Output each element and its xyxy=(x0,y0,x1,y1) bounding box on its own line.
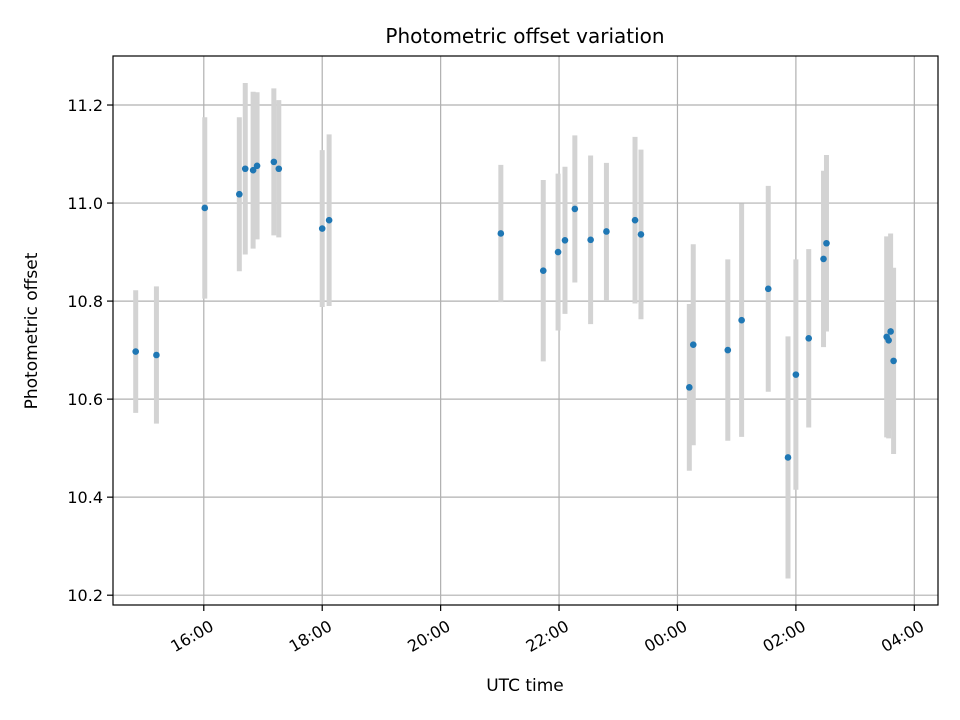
data-point xyxy=(805,335,813,342)
data-point xyxy=(887,328,894,335)
y-tick-label: 10.4 xyxy=(67,488,103,507)
data-point xyxy=(792,371,800,378)
data-point xyxy=(253,162,261,170)
data-point xyxy=(275,165,283,173)
data-point xyxy=(724,346,732,354)
data-point xyxy=(637,231,645,238)
data-point xyxy=(689,341,697,349)
data-points xyxy=(132,158,897,461)
data-point xyxy=(631,216,639,224)
y-tick-label: 11.0 xyxy=(67,194,103,213)
data-point xyxy=(820,255,827,263)
data-point xyxy=(603,228,610,235)
chart-title: Photometric offset variation xyxy=(385,24,664,48)
data-point xyxy=(561,237,569,244)
data-point xyxy=(270,158,278,166)
data-point xyxy=(890,357,897,365)
grid xyxy=(113,56,938,605)
data-point xyxy=(686,384,693,391)
data-point xyxy=(249,166,257,174)
y-tick-label: 11.2 xyxy=(67,96,103,115)
data-point xyxy=(823,239,830,247)
x-axis-label: UTC time xyxy=(486,676,564,696)
y-tick-label: 10.8 xyxy=(67,292,103,311)
data-point xyxy=(153,351,160,359)
data-point xyxy=(201,204,209,212)
data-point xyxy=(318,225,326,232)
y-tick-label: 10.2 xyxy=(67,586,103,605)
data-point xyxy=(554,248,562,256)
data-point xyxy=(241,165,249,173)
data-point xyxy=(236,190,243,198)
data-point xyxy=(885,337,892,344)
data-point xyxy=(764,285,772,293)
data-point xyxy=(738,316,745,324)
y-axis-label: Photometric offset xyxy=(22,252,42,409)
data-point xyxy=(784,454,792,461)
y-tick-label: 10.6 xyxy=(67,390,103,409)
plot-frame xyxy=(112,55,939,606)
data-point xyxy=(325,216,333,224)
data-point xyxy=(571,205,579,213)
data-point xyxy=(587,236,594,244)
data-point xyxy=(497,230,505,237)
data-point xyxy=(132,348,139,355)
data-point xyxy=(539,267,547,274)
